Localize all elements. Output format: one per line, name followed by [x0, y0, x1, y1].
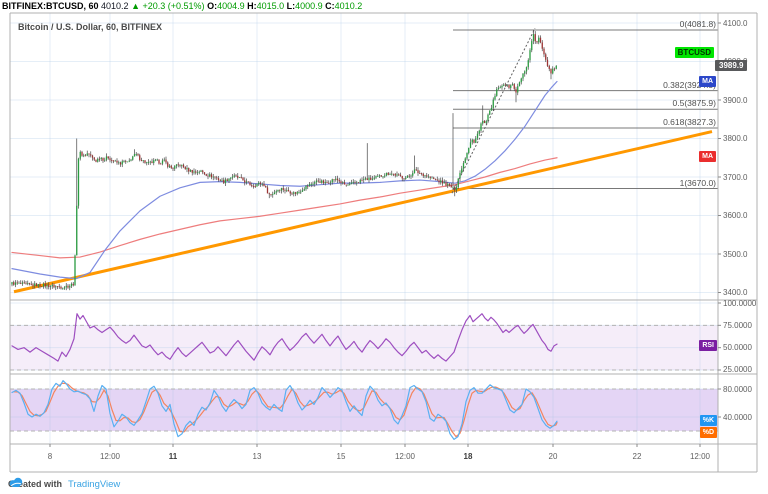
- ma-slow-line: [11, 157, 558, 259]
- time-axis-label: 11: [168, 452, 178, 461]
- price-axis-label: 3800.0: [723, 134, 748, 143]
- header-last-price: 4010.2: [101, 1, 129, 11]
- time-axis-label: 8: [47, 452, 53, 461]
- price-axis-label: 3600.0: [723, 211, 748, 220]
- symbol-info-bar: BITFINEX:BTCUSD, 60 4010.2 ▲ +20.3 (+0.5…: [2, 0, 362, 12]
- ohlc-value: 4010.2: [334, 1, 363, 11]
- rsi-band: [10, 325, 718, 370]
- stoch-k-line: [11, 380, 558, 440]
- ohlc-value: 4015.0: [256, 1, 285, 11]
- time-axis-label: 18: [463, 452, 473, 461]
- rsi-axis-badge: RSI: [699, 340, 717, 351]
- chart-title: Bitcoin / U.S. Dollar, 60, BITFINEX: [18, 22, 163, 32]
- price-axis-label: 3900.0: [723, 95, 748, 105]
- stoch-k-axis-badge: %K: [699, 415, 717, 426]
- fib-level-label: 1(3670.0): [679, 177, 716, 188]
- ohlc-values: O:4004.9 H:4015.0 L:4000.9 C:4010.2: [207, 1, 362, 11]
- stoch-d-line: [13, 382, 558, 438]
- rsi-axis-label: 75.0000: [723, 320, 752, 330]
- price-axis-label: 3400.0: [723, 288, 748, 297]
- ohlc-value: 4000.9: [295, 1, 323, 11]
- ohlc-label: C:: [322, 1, 335, 11]
- ma-fast-line: [11, 80, 558, 280]
- symbol-axis-badge: BTCUSD: [674, 47, 714, 58]
- stoch-d-axis-badge: %D: [699, 427, 717, 438]
- rsi-axis-label: 50.0000: [723, 343, 752, 353]
- fib-level-label: 0.618(3827.3): [663, 116, 716, 127]
- price-axis-label: 3500.0: [723, 249, 748, 259]
- price-change: +20.3 (+0.51%): [142, 1, 205, 11]
- price-axis-label: 4100.0: [723, 18, 748, 28]
- rsi-axis-label: 25.0000: [723, 365, 752, 375]
- last-price-axis-badge: 3989.9: [715, 60, 748, 71]
- time-axis-label: 12:00: [99, 452, 121, 461]
- time-axis-label: 12:00: [394, 452, 416, 461]
- rsi-line: [11, 313, 558, 362]
- time-axis-label: 15: [336, 452, 346, 461]
- stoch-band: [10, 389, 718, 431]
- up-arrow-icon: ▲: [131, 1, 140, 11]
- time-axis-label: 20: [548, 452, 558, 461]
- ohlc-label: H:: [244, 1, 257, 11]
- time-axis-label: 13: [252, 452, 262, 461]
- time-axis-label: 12:00: [689, 452, 711, 461]
- stoch-axis-label: 80.0000: [723, 384, 752, 394]
- symbol-name: BITFINEX:BTCUSD, 60: [2, 1, 99, 11]
- attribution[interactable]: Created with TradingView: [8, 477, 120, 491]
- price-axis-label: 3700.0: [723, 172, 748, 182]
- ohlc-value: 4004.9: [217, 1, 245, 11]
- fib-level-label: 0(4081.8): [679, 19, 716, 29]
- ohlc-label: O:: [207, 1, 218, 11]
- dotted-trendline: [451, 28, 536, 194]
- created-with-text: Created with: [8, 479, 63, 489]
- stoch-axis-label: 40.0000: [723, 412, 752, 422]
- trendline: [13, 130, 713, 294]
- tradingview-brand: TradingView: [68, 478, 121, 490]
- ohlc-label: L:: [284, 1, 296, 11]
- ma-fast-axis-badge: MA: [699, 76, 716, 87]
- rsi-axis-label: 100.0000: [723, 298, 757, 308]
- time-axis-label: 22: [632, 452, 642, 461]
- fib-level-label: 0.382(3924.5): [663, 79, 716, 90]
- candles: [11, 29, 557, 291]
- ma-slow-axis-badge: MA: [699, 151, 716, 162]
- fib-level-label: 0.5(3875.9): [672, 98, 716, 109]
